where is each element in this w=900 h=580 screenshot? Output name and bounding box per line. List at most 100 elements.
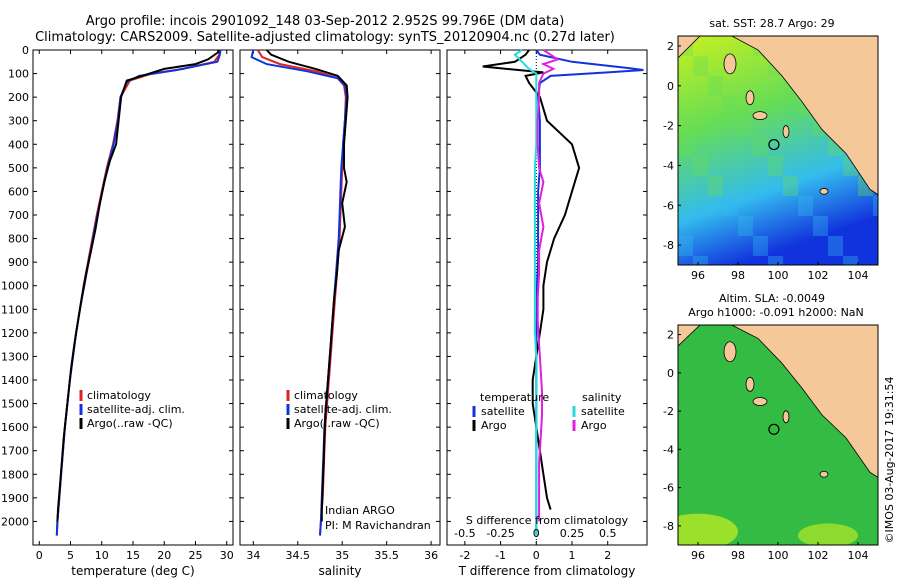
legend-label-difference: Argo (481, 419, 507, 432)
sst-cell (753, 136, 768, 156)
sst-cell (768, 256, 783, 265)
legend-label-temperature_profile: climatology (87, 389, 151, 402)
legend-label-salinity_profile: Argo(..raw -QC) (294, 417, 380, 430)
map-y-tick-label-sla_map: -2 (663, 405, 674, 418)
y-tick-label: 1100 (1, 303, 29, 316)
sla-map-title-line-1: Altim. SLA: -0.0049 (719, 292, 825, 305)
land-aceh (678, 36, 701, 59)
sla-high-patch (798, 523, 858, 545)
map-content (678, 36, 878, 265)
salinity-diff-tick-label: 0 (533, 527, 540, 540)
sst-cell (813, 216, 828, 236)
x-tick-label-difference_profile: 1 (569, 549, 576, 562)
sst-cell (798, 196, 813, 216)
legend-label-salinity_profile: satellite-adj. clim. (294, 403, 392, 416)
island (745, 376, 755, 392)
argo-position-marker (768, 138, 780, 151)
sst-cell (783, 176, 798, 196)
y-tick-label: 1700 (1, 445, 29, 458)
y-tick-label: 900 (8, 256, 29, 269)
sst-cell (693, 56, 708, 76)
sst-cell (843, 256, 858, 265)
sst-cell (723, 196, 738, 216)
map-y-tick-label-sst_map: -6 (663, 199, 674, 212)
island (819, 470, 829, 478)
x-tick-label-temperature_profile: 25 (189, 549, 203, 562)
map-x-tick-label-sla_map: 104 (848, 549, 869, 562)
y-tick-label: 1500 (1, 398, 29, 411)
legend-heading-salinity: salinity (582, 391, 622, 404)
annotation-line-1: Indian ARGO (325, 504, 395, 517)
x-tick-label-temperature_profile: 0 (36, 549, 43, 562)
plot-frame-salinity_profile (239, 49, 441, 546)
map-x-tick-label-sla_map: 102 (808, 549, 829, 562)
y-tick-label: 1900 (1, 492, 29, 505)
x-tick-label-temperature_profile: 10 (95, 549, 109, 562)
legend-label-temperature_profile: Argo(..raw -QC) (87, 417, 173, 430)
annotation-line-2: PI: M Ravichandran (325, 519, 431, 532)
sst-cell (873, 196, 878, 216)
y-tick-label: 1300 (1, 350, 29, 363)
salinity-diff-tick-label: -0.25 (486, 527, 514, 540)
salinity-diff-tick-label: 0.25 (560, 527, 585, 540)
series-line-temperature_profile-2 (56, 49, 220, 522)
copyright-stamp: ©IMOS 03-Aug-2017 19:31:54 (883, 377, 896, 544)
x-tick-label-temperature_profile: 15 (126, 549, 140, 562)
legend-label-difference: satellite (581, 405, 625, 418)
x-tick-label-difference_profile: 0 (533, 549, 540, 562)
y-tick-label: 1800 (1, 468, 29, 481)
y-tick-label: 1600 (1, 421, 29, 434)
x-tick-label-salinity_profile: 36 (424, 549, 438, 562)
legend-label-difference: Argo (581, 419, 607, 432)
sst-cell (693, 156, 708, 176)
land-sumatra (730, 36, 878, 196)
sst-cell (738, 116, 753, 136)
y-tick-label: 400 (8, 138, 29, 151)
legend-label-difference: satellite (481, 405, 525, 418)
sst-cell (678, 136, 693, 156)
y-tick-label: 200 (8, 91, 29, 104)
island (782, 410, 790, 424)
y-tick-label: 2000 (1, 515, 29, 528)
map-sla_map (677, 324, 879, 546)
map-x-tick-label-sla_map: 98 (731, 549, 745, 562)
island (782, 125, 790, 138)
salinity-diff-tick-label: -0.5 (454, 527, 475, 540)
figure-title-line-1: Argo profile: incois 2901092_148 03-Sep-… (85, 14, 565, 29)
x-axis-label-temperature_profile: temperature (deg C) (71, 564, 194, 578)
y-tick-label: 600 (8, 185, 29, 198)
map-y-tick-label-sla_map: -6 (663, 482, 674, 495)
map-y-tick-label-sst_map: -2 (663, 120, 674, 133)
island (745, 90, 755, 106)
sst-cell (768, 156, 783, 176)
sst-cell (753, 236, 768, 256)
y-tick-label: 1200 (1, 327, 29, 340)
island (752, 397, 768, 406)
land-aceh (678, 325, 701, 347)
series-line-difference-3 (536, 49, 560, 522)
plot-frame-temperature_profile (32, 49, 234, 546)
series-line-difference-1 (482, 49, 581, 510)
map-y-tick-label-sst_map: -4 (663, 159, 674, 172)
x-axis-label-difference_profile: T difference from climatology (458, 564, 636, 578)
y-tick-label: 1000 (1, 280, 29, 293)
x-tick-label-salinity_profile: 34 (246, 549, 260, 562)
series-line-salinity_profile-2 (265, 49, 349, 522)
y-tick-label: 700 (8, 209, 29, 222)
map-x-tick-label-sst_map: 98 (731, 269, 745, 282)
sst-cell (828, 236, 843, 256)
sst-map-title: sat. SST: 28.7 Argo: 29 (709, 17, 834, 30)
series-line-difference-2 (513, 49, 538, 536)
map-y-tick-label-sla_map: -4 (663, 443, 674, 456)
sst-cell (693, 256, 708, 265)
island (723, 53, 737, 75)
map-x-tick-label-sst_map: 100 (768, 269, 789, 282)
map-x-tick-label-sla_map: 100 (768, 549, 789, 562)
x-tick-label-temperature_profile: 5 (67, 549, 74, 562)
map-sst_map (677, 35, 879, 266)
x-axis-label-salinity_profile: salinity (318, 564, 361, 578)
land-sumatra (730, 325, 878, 478)
y-tick-label: 800 (8, 233, 29, 246)
map-x-tick-label-sla_map: 96 (691, 549, 705, 562)
